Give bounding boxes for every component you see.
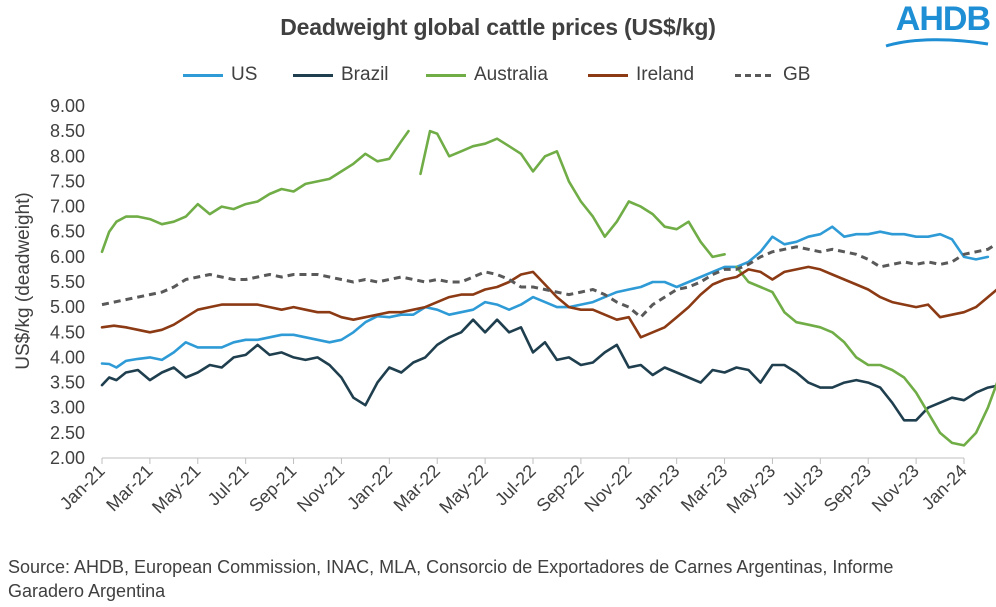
x-tick-label: Jan-23: [630, 461, 683, 514]
logo-text: AHDB: [895, 0, 991, 38]
legend-label-brazil: Brazil: [341, 64, 389, 85]
y-tick-label: 4.50: [50, 322, 85, 342]
series-line-us: [100, 225, 990, 369]
legend-item-us: US: [183, 62, 257, 88]
legend-swatch-us: [183, 73, 223, 77]
x-tick-label: Sep-21: [245, 461, 300, 516]
source-note: Source: AHDB, European Commission, INAC,…: [8, 557, 894, 601]
chart-title: Deadweight global cattle prices (US$/kg): [280, 14, 716, 40]
legend-swatch-brazil: [293, 73, 333, 77]
legend-label-ireland: Ireland: [636, 64, 695, 85]
series-line-gb: [101, 242, 996, 319]
x-tick-label: May-21: [148, 461, 205, 518]
y-tick-label: 2.50: [50, 423, 85, 443]
y-tick-label: 6.00: [50, 247, 85, 267]
x-tick-label: May-22: [435, 461, 492, 518]
y-tick-label: 5.50: [50, 272, 85, 292]
series-line-australia: [100, 129, 410, 254]
y-tick-label: 3.00: [50, 398, 85, 418]
series-line-brazil: [100, 318, 996, 422]
line-chart: 2.00 2.50 3.00 3.50 4.00 4.50 5.00 5.50 6.00 6.50…: [50, 96, 996, 518]
y-tick-label: 8.50: [50, 121, 85, 141]
x-tick-label: Sep-22: [533, 461, 588, 516]
legend-swatch-ireland: [588, 73, 628, 77]
x-tick-label: Jan-22: [343, 461, 396, 514]
y-tick-label: 7.00: [50, 197, 85, 217]
logo-swoosh-icon: [885, 38, 989, 48]
legend-label-australia: Australia: [474, 64, 548, 85]
y-tick-label: 7.50: [50, 171, 85, 191]
series-line-australia: [419, 129, 726, 259]
x-tick-label: Mar-21: [102, 461, 156, 515]
x-tick-label: Jan-21: [56, 461, 109, 514]
series-line-ireland: [100, 265, 996, 339]
legend-item-gb: GB: [735, 62, 810, 88]
x-tick-label: Sep-23: [820, 461, 875, 516]
y-tick-label: 9.00: [50, 96, 85, 116]
y-tick-label: 6.50: [50, 222, 85, 242]
ahdb-logo: AHDB: [882, 0, 991, 52]
y-tick-label: 4.00: [50, 347, 85, 367]
legend-item-ireland: Ireland: [588, 62, 694, 88]
y-tick-label: 8.00: [50, 146, 85, 166]
legend-swatch-gb: [735, 73, 775, 77]
series-line-australia: [735, 265, 996, 447]
x-tick-label: Jan-24: [918, 461, 971, 514]
x-tick-label: May-23: [723, 461, 780, 518]
y-tick-label: 3.50: [50, 373, 85, 393]
y-tick-label: 2.00: [50, 448, 85, 468]
x-tick-label: Mar-23: [677, 461, 731, 515]
legend-label-us: US: [231, 64, 258, 85]
y-tick-label: 5.00: [50, 297, 85, 317]
x-tick-label: Nov-23: [868, 461, 923, 516]
x-tick-label: Mar-22: [390, 461, 444, 515]
legend-item-brazil: Brazil: [293, 62, 389, 88]
x-tick-label: Nov-22: [580, 461, 635, 516]
x-tick-label: Nov-21: [293, 461, 348, 516]
legend: US Brazil Australia Ireland GB: [0, 62, 996, 88]
legend-swatch-australia: [426, 73, 466, 77]
legend-label-gb: GB: [783, 64, 811, 85]
legend-item-australia: Australia: [426, 62, 548, 88]
